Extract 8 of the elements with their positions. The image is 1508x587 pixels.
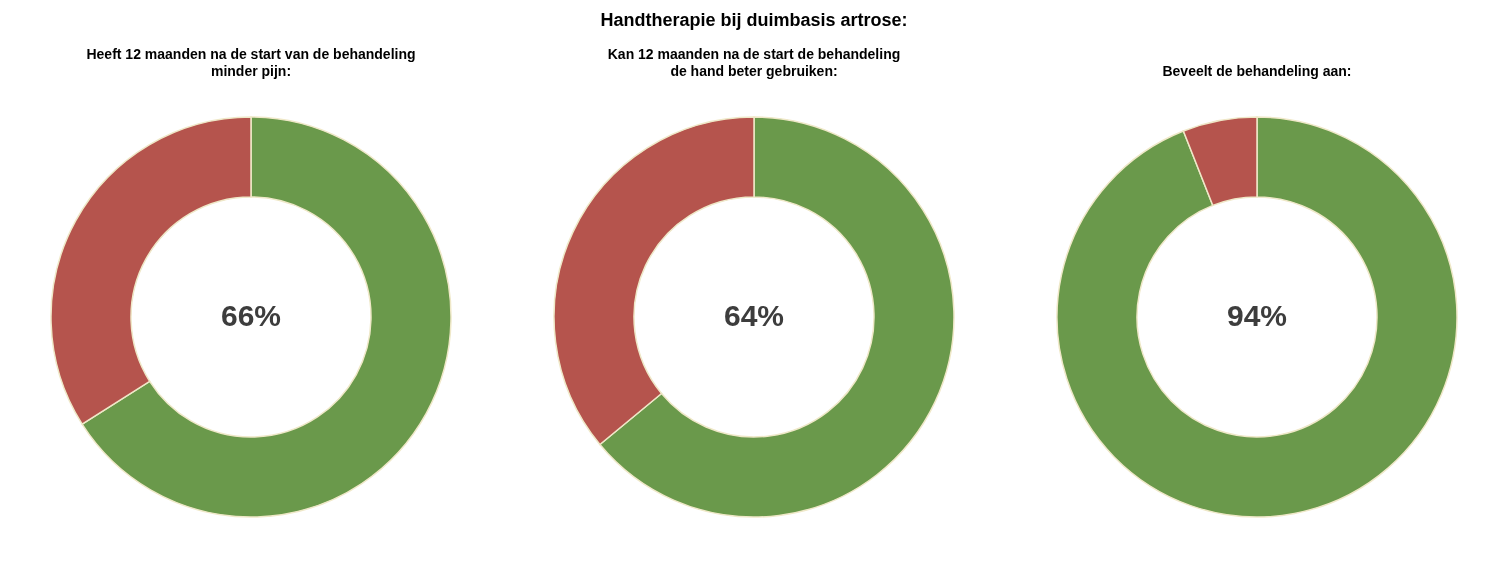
text: 66% — [221, 299, 282, 332]
chart-subtitle: Heeft 12 maanden na de start van de behandeling minder pijn: — [86, 46, 416, 79]
chart-subtitle: Kan 12 maanden na de start de behandeling de hand beter gebruiken: — [607, 46, 901, 79]
text: 64% — [723, 299, 785, 332]
chart-subtitle: Beveelt de behandeling aan: — [1162, 63, 1352, 79]
text: 94% — [1226, 299, 1287, 332]
donut-slice — [1056, 116, 1458, 518]
chart-title: Handtherapie bij duimbasis artrose: — [600, 10, 908, 30]
